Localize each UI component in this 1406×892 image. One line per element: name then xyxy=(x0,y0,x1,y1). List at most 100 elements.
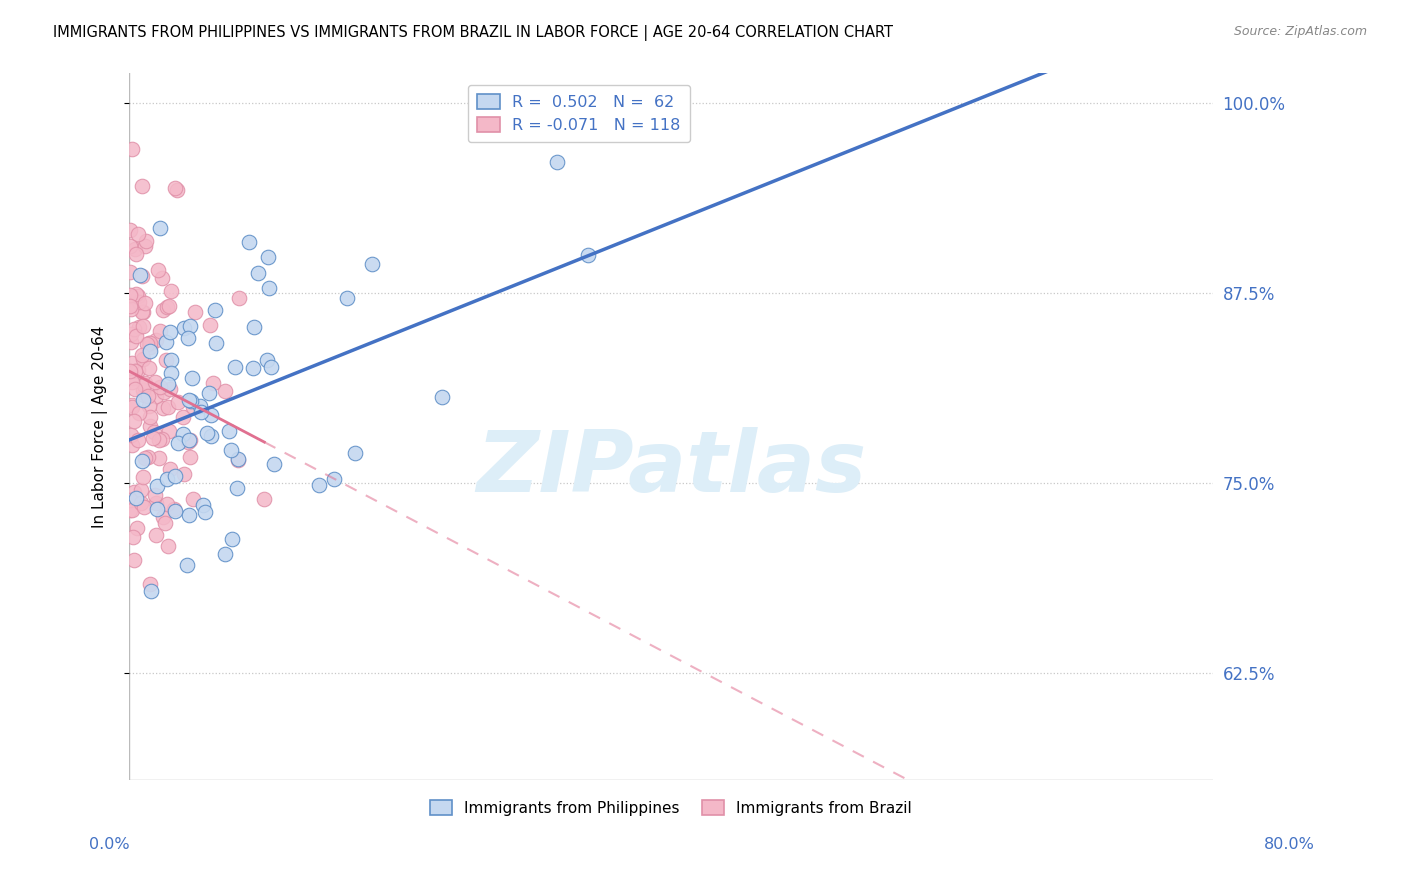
Point xyxy=(120,299,142,313)
Point xyxy=(121,398,143,412)
Point xyxy=(181,400,204,414)
Point xyxy=(152,303,174,318)
Point xyxy=(159,366,181,380)
Point xyxy=(179,450,201,464)
Point xyxy=(145,389,167,403)
Point xyxy=(118,364,141,378)
Point xyxy=(139,343,162,358)
Point xyxy=(576,248,599,262)
Point xyxy=(139,583,162,598)
Point xyxy=(127,227,149,242)
Point xyxy=(177,435,200,450)
Point xyxy=(205,336,228,351)
Point xyxy=(226,481,249,495)
Point xyxy=(134,450,156,465)
Point xyxy=(149,324,172,338)
Point xyxy=(180,394,202,409)
Point xyxy=(360,257,382,271)
Point xyxy=(134,296,156,310)
Point xyxy=(142,431,165,445)
Point xyxy=(121,375,143,389)
Point xyxy=(139,577,162,591)
Point xyxy=(160,284,183,298)
Point xyxy=(179,393,201,408)
Point xyxy=(143,488,166,502)
Point xyxy=(201,376,224,390)
Text: Source: ZipAtlas.com: Source: ZipAtlas.com xyxy=(1233,25,1367,38)
Point xyxy=(195,425,218,440)
Point xyxy=(179,319,201,334)
Point xyxy=(152,401,174,416)
Point xyxy=(157,299,180,313)
Text: IMMIGRANTS FROM PHILIPPINES VS IMMIGRANTS FROM BRAZIL IN LABOR FORCE | AGE 20-64: IMMIGRANTS FROM PHILIPPINES VS IMMIGRANT… xyxy=(53,25,893,41)
Point xyxy=(247,266,270,280)
Point xyxy=(228,291,250,305)
Point xyxy=(142,425,165,439)
Point xyxy=(163,468,186,483)
Point xyxy=(121,370,143,384)
Point xyxy=(136,336,159,351)
Point xyxy=(166,183,188,197)
Point xyxy=(145,528,167,542)
Point xyxy=(256,352,278,367)
Point xyxy=(131,348,153,362)
Point xyxy=(136,389,159,403)
Point xyxy=(200,408,222,422)
Point xyxy=(138,399,160,413)
Point xyxy=(120,334,142,349)
Point xyxy=(148,433,170,447)
Point xyxy=(159,326,181,340)
Point xyxy=(131,470,153,484)
Point xyxy=(155,335,177,350)
Point xyxy=(156,472,179,486)
Point xyxy=(131,352,153,367)
Point xyxy=(129,496,152,510)
Point xyxy=(194,505,217,519)
Text: 0.0%: 0.0% xyxy=(89,838,129,852)
Point xyxy=(139,409,162,424)
Point xyxy=(132,392,155,407)
Point xyxy=(172,410,194,425)
Point xyxy=(177,508,200,523)
Point xyxy=(120,502,142,516)
Point xyxy=(343,446,366,460)
Point xyxy=(257,250,280,264)
Point xyxy=(157,540,180,554)
Point xyxy=(157,401,180,415)
Point xyxy=(188,400,211,414)
Y-axis label: In Labor Force | Age 20-64: In Labor Force | Age 20-64 xyxy=(93,326,108,528)
Point xyxy=(263,457,285,471)
Point xyxy=(159,462,181,476)
Point xyxy=(121,356,143,370)
Point xyxy=(157,424,180,438)
Point xyxy=(131,305,153,319)
Point xyxy=(124,243,146,257)
Point xyxy=(120,238,142,252)
Point xyxy=(156,300,179,314)
Point xyxy=(221,532,243,546)
Point xyxy=(139,336,162,351)
Point xyxy=(121,438,143,452)
Point xyxy=(166,435,188,450)
Point xyxy=(156,497,179,511)
Point xyxy=(172,427,194,442)
Point xyxy=(179,433,201,447)
Point xyxy=(132,388,155,402)
Point xyxy=(121,503,143,517)
Point xyxy=(150,271,173,285)
Point xyxy=(134,500,156,515)
Point xyxy=(159,382,181,396)
Text: ZIPatlas: ZIPatlas xyxy=(475,427,866,510)
Point xyxy=(125,329,148,343)
Point xyxy=(145,496,167,510)
Point xyxy=(163,181,186,195)
Point xyxy=(139,340,162,354)
Point xyxy=(121,302,143,317)
Point xyxy=(135,234,157,248)
Point xyxy=(120,428,142,442)
Point xyxy=(134,376,156,390)
Point xyxy=(197,386,219,401)
Point xyxy=(138,335,160,350)
Point xyxy=(243,320,266,334)
Point xyxy=(128,405,150,419)
